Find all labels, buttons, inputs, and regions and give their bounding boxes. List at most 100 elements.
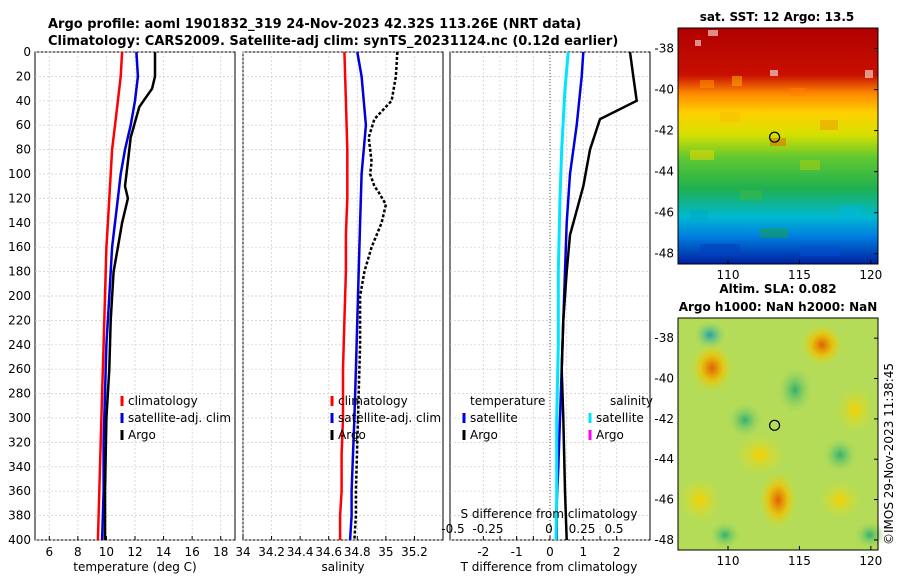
sst-map-frame [677, 27, 879, 265]
difference-legend: temperature salinity satellite Argo satellit… [462, 394, 653, 442]
map-x-tick-label: 115 [788, 268, 811, 282]
x-tick-label: 35 [378, 545, 393, 559]
series-line-argo [353, 51, 399, 541]
y-tick-label: 180 [8, 265, 31, 279]
temperature-grid [35, 51, 235, 541]
map-x-tick-label: 110 [717, 554, 740, 568]
legend-label: Argo [470, 428, 498, 442]
map-y-tick-label: -38 [654, 42, 674, 56]
y-tick-label: 160 [8, 240, 31, 254]
series-line-climatology [96, 51, 124, 541]
x-tick-label: 12 [127, 545, 142, 559]
temperature-legend: climatology satellite-adj. clim Argo [120, 394, 231, 442]
x-tick-label: -2 [477, 545, 489, 559]
y-tick-label: 0 [23, 45, 31, 59]
title-line1: Argo profile: aoml 1901832_319 24-Nov-20… [48, 17, 581, 32]
series-line-satellite-adj-clim [348, 51, 368, 541]
legend-label: Argo [338, 428, 366, 442]
x-tick-label: 34.4 [287, 545, 314, 559]
difference-lines [549, 51, 639, 541]
salinity-grid [242, 51, 443, 541]
s-diff-tick-label: 0.5 [604, 522, 623, 536]
legend-heading-salinity: salinity [610, 394, 653, 408]
s-diff-tick-label: 0.25 [569, 522, 596, 536]
map-y-tick-label: -38 [654, 331, 674, 345]
temperature-lines [96, 51, 157, 541]
legend-label: Argo [128, 428, 156, 442]
map-y-tick-label: -46 [654, 206, 674, 220]
y-tick-label: 340 [8, 460, 31, 474]
sst-map-title: sat. SST: 12 Argo: 13.5 [700, 10, 854, 24]
map-y-tick-label: -46 [654, 493, 674, 507]
salinity-panel: 34 34.2 34.4 34.6 34.8 35 35.2 climatology sate… [235, 51, 444, 574]
sla-map-title-line2: Argo h1000: NaN h2000: NaN [679, 300, 878, 314]
x-tick-label: 34.6 [315, 545, 342, 559]
map-y-tick-label: -44 [654, 165, 674, 179]
sla-argo-marker [768, 419, 781, 431]
sla-map-panel: Altim. SLA: 0.082 Argo h1000: NaN h2000:… [654, 282, 886, 568]
map-y-tick-label: -48 [654, 247, 674, 261]
y-tick-label: 320 [8, 435, 31, 449]
legend-label: climatology [128, 394, 198, 408]
map-y-tick-label: -44 [654, 452, 674, 466]
y-tick-label: 20 [16, 69, 31, 83]
x-tick-label: 6 [45, 545, 53, 559]
y-tick-label: 100 [8, 167, 31, 181]
y-tick-label: 400 [8, 533, 31, 547]
difference-panel: -2 -1 0 1 2 temperature salinity satellite Argo… [441, 51, 653, 574]
sla-map-title-line1: Altim. SLA: 0.082 [719, 282, 836, 296]
legend-label: satellite-adj. clim [128, 411, 231, 425]
s-diff-tick-label: 0 [545, 522, 553, 536]
series-line-s-satellite [554, 51, 570, 541]
salinity-ticks: 34 34.2 34.4 34.6 34.8 35 35.2 [235, 536, 428, 559]
legend-label: satellite-adj. clim [338, 411, 441, 425]
temperature-ticks: 0 20 40 60 80 100 120 140 160 180 200 220 240 260 280 3… [8, 45, 228, 559]
y-tick-label: 200 [8, 289, 31, 303]
x-tick-label: 34 [235, 545, 250, 559]
x-tick-label: 10 [99, 545, 114, 559]
sst-argo-marker [768, 131, 781, 143]
legend-label: Argo [596, 428, 624, 442]
map-y-tick-label: -42 [654, 124, 674, 138]
sst-map-ticks: 110 115 120 -38 -40 -42 -44 -46 -48 [654, 42, 882, 282]
map-y-tick-label: -40 [654, 372, 674, 386]
map-y-tick-label: -42 [654, 412, 674, 426]
sst-map-panel: sat. SST: 12 Argo: 13.5 110 115 120 -38 -40 -… [654, 10, 882, 282]
y-tick-label: 60 [16, 118, 31, 132]
y-tick-label: 220 [8, 313, 31, 327]
x-tick-label: 1 [580, 545, 588, 559]
credit-text: ©IMOS 29-Nov-2023 11:38:45 [882, 363, 896, 545]
temperature-panel: 0 20 40 60 80 100 120 140 160 180 200 220 240 260 280 3… [8, 45, 236, 574]
y-tick-label: 360 [8, 484, 31, 498]
temperature-xlabel: temperature (deg C) [73, 560, 196, 574]
s-diff-tick-label: -0.5 [441, 522, 464, 536]
series-line-satellite-adj-clim [100, 51, 140, 541]
map-x-tick-label: 120 [859, 268, 882, 282]
sst-map-texture [690, 30, 873, 256]
s-difference-ticks: -0.5 -0.25 0 0.25 0.5 [441, 522, 623, 536]
x-tick-label: -1 [511, 545, 523, 559]
salinity-xlabel: salinity [321, 560, 364, 574]
x-tick-label: 8 [74, 545, 82, 559]
s-diff-tick-label: -0.25 [472, 522, 503, 536]
x-tick-label: 34.2 [258, 545, 285, 559]
x-tick-label: 18 [213, 545, 228, 559]
y-tick-label: 260 [8, 362, 31, 376]
s-difference-label: S difference from climatology [461, 507, 638, 521]
x-tick-label: 34.8 [344, 545, 371, 559]
y-tick-label: 40 [16, 94, 31, 108]
series-line-argo [103, 52, 157, 540]
sla-map-frame [677, 317, 879, 551]
map-y-tick-label: -48 [654, 533, 674, 547]
x-tick-label: 16 [185, 545, 200, 559]
map-x-tick-label: 120 [859, 554, 882, 568]
legend-label: satellite [470, 411, 518, 425]
salinity-legend: climatology satellite-adj. clim Argo [330, 394, 441, 442]
x-tick-label: 0 [546, 545, 554, 559]
series-line-t-argo [560, 51, 639, 541]
salinity-lines [338, 51, 399, 541]
title-line2: Climatology: CARS2009. Satellite-adj cli… [48, 34, 618, 49]
y-tick-label: 300 [8, 411, 31, 425]
difference-xlabel: T difference from climatology [460, 560, 638, 574]
